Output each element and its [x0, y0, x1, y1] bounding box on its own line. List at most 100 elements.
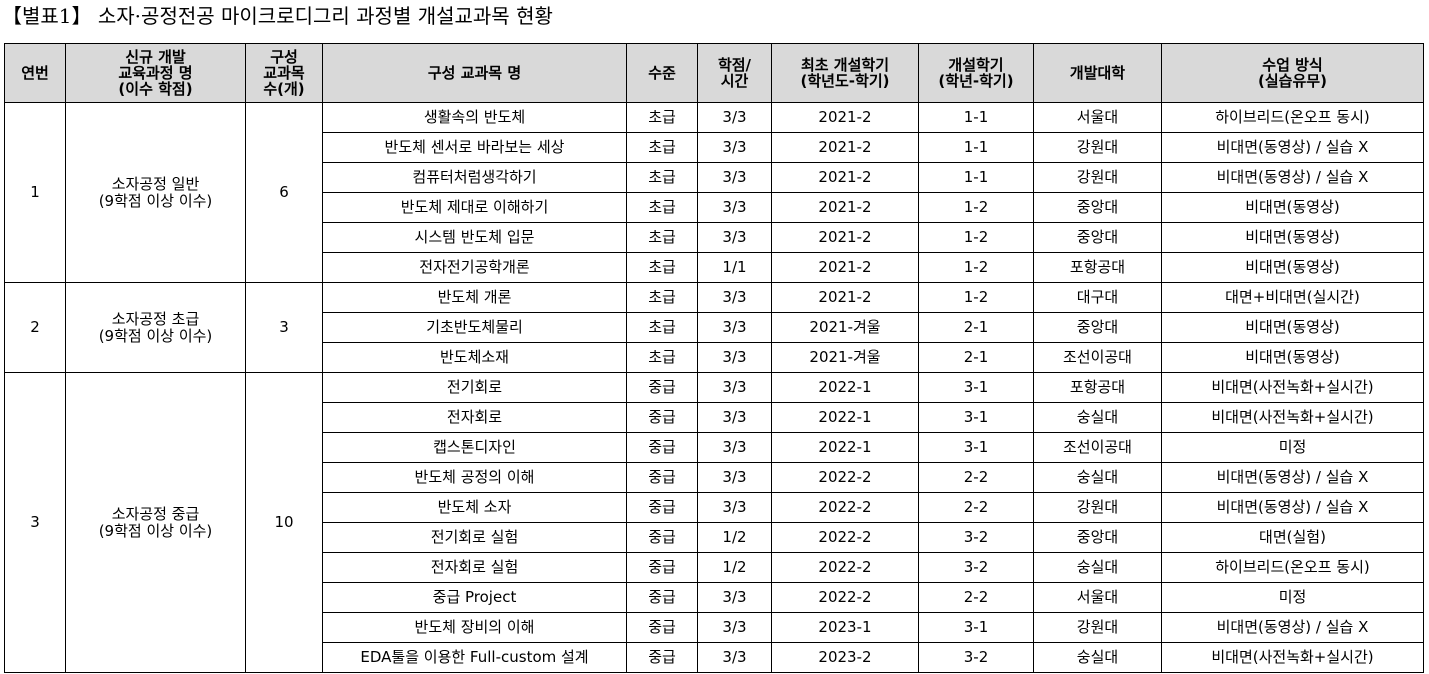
- cell-subject-name: 전기회로 실험: [322, 522, 627, 553]
- cell-course-count: 6: [245, 102, 323, 283]
- cell-first-semester: 2021-2: [771, 162, 919, 193]
- table-row: 컴퓨터처럼생각하기 초급 3/3 2021-2 1-1 강원대 비대면(동영상) / 실습 …: [5, 162, 1424, 193]
- cell-university: 중앙대: [1033, 312, 1162, 343]
- cell-class-method: 대면(실험): [1161, 522, 1424, 553]
- cell-university: 서울대: [1033, 102, 1162, 133]
- cell-credit-hours: 3/3: [697, 102, 772, 133]
- cell-subject-name: 전자회로 실험: [322, 552, 627, 583]
- cell-credit-hours: 3/3: [697, 642, 772, 673]
- cell-first-semester: 2021-2: [771, 132, 919, 163]
- cell-level: 초급: [626, 132, 698, 163]
- header-course-count: 구성 교과목 수(개): [245, 43, 323, 103]
- course-table: 연번 신규 개발 교육과정 명 (이수 학점) 구성 교과목 수(개) 구성 교과목 …: [4, 43, 1424, 673]
- cell-semester: 1-2: [918, 192, 1034, 223]
- cell-class-method: 비대면(동영상): [1161, 342, 1424, 373]
- cell-first-semester: 2021-겨울: [771, 342, 919, 373]
- cell-class-method: 비대면(동영상) / 실습 X: [1161, 492, 1424, 523]
- table-row: 1 소자공정 일반 (9학점 이상 이수) 6 생활속의 반도체 초급 3/3 2021-2…: [4, 102, 1424, 283]
- cell-credit-hours: 1/2: [697, 552, 772, 583]
- cell-university: 서울대: [1033, 582, 1162, 613]
- cell-credit-hours: 3/3: [697, 462, 772, 493]
- cell-semester: 1-2: [918, 222, 1034, 253]
- cell-level: 초급: [626, 342, 698, 373]
- cell-credit-hours: 3/3: [697, 132, 772, 163]
- table-row: 반도체 공정의 이해 중급 3/3 2022-2 2-2 숭실대 비대면(동영상) / 실습…: [5, 462, 1424, 493]
- cell-credit-hours: 3/3: [697, 342, 772, 373]
- cell-subject-name: 캡스톤디자인: [322, 432, 627, 463]
- cell-first-semester: 2022-2: [771, 582, 919, 613]
- cell-first-semester: 2023-1: [771, 612, 919, 643]
- cell-subject-name: 반도체 공정의 이해: [322, 462, 627, 493]
- cell-subject-name: 반도체 장비의 이해: [322, 612, 627, 643]
- cell-course-count: 3: [245, 282, 323, 373]
- cell-level: 중급: [626, 612, 698, 643]
- cell-subject-name: 시스템 반도체 입문: [322, 222, 627, 253]
- cell-course-name: 소자공정 중급 (9학점 이상 이수): [65, 372, 246, 673]
- cell-credit-hours: 3/3: [697, 582, 772, 613]
- cell-semester: 2-1: [918, 342, 1034, 373]
- cell-class-method: 비대면(동영상) / 실습 X: [1161, 132, 1424, 163]
- cell-class-method: 대면+비대면(실시간): [1161, 282, 1424, 313]
- cell-semester: 3-2: [918, 522, 1034, 553]
- cell-level: 중급: [626, 372, 698, 403]
- cell-no: 1: [4, 102, 66, 283]
- cell-credit-hours: 3/3: [697, 612, 772, 643]
- cell-semester: 2-2: [918, 462, 1034, 493]
- cell-class-method: 미정: [1161, 432, 1424, 463]
- cell-credit-hours: 3/3: [697, 372, 772, 403]
- cell-course-name: 소자공정 초급 (9학점 이상 이수): [65, 282, 246, 373]
- cell-first-semester: 2021-2: [771, 282, 919, 313]
- cell-class-method: 비대면(동영상) / 실습 X: [1161, 462, 1424, 493]
- cell-university: 숭실대: [1033, 552, 1162, 583]
- cell-subject-name: 생활속의 반도체: [322, 102, 627, 133]
- header-course-name: 신규 개발 교육과정 명 (이수 학점): [65, 43, 246, 103]
- cell-class-method: 비대면(동영상): [1161, 252, 1424, 283]
- cell-credit-hours: 3/3: [697, 492, 772, 523]
- cell-university: 강원대: [1033, 612, 1162, 643]
- cell-level: 초급: [626, 192, 698, 223]
- cell-subject-name: EDA툴을 이용한 Full-custom 설계: [322, 642, 627, 673]
- cell-class-method: 비대면(사전녹화+실시간): [1161, 642, 1424, 673]
- header-subject-name: 구성 교과목 명: [322, 43, 627, 103]
- cell-level: 중급: [626, 642, 698, 673]
- header-semester: 개설학기 (학년-학기): [918, 43, 1034, 103]
- cell-subject-name: 전자전기공학개론: [322, 252, 627, 283]
- cell-university: 강원대: [1033, 162, 1162, 193]
- cell-semester: 2-2: [918, 582, 1034, 613]
- cell-subject-name: 기초반도체물리: [322, 312, 627, 343]
- cell-university: 대구대: [1033, 282, 1162, 313]
- cell-university: 중앙대: [1033, 522, 1162, 553]
- cell-subject-name: 전자회로: [322, 402, 627, 433]
- cell-university: 조선이공대: [1033, 342, 1162, 373]
- cell-credit-hours: 3/3: [697, 222, 772, 253]
- cell-first-semester: 2022-2: [771, 522, 919, 553]
- header-no: 연번: [4, 43, 66, 103]
- cell-subject-name: 중급 Project: [322, 582, 627, 613]
- header-level: 수준: [626, 43, 698, 103]
- cell-semester: 3-1: [918, 372, 1034, 403]
- table-row: EDA툴을 이용한 Full-custom 설계 중급 3/3 2023-2 3-2 숭실…: [5, 642, 1424, 673]
- cell-semester: 3-1: [918, 402, 1034, 433]
- table-row: 시스템 반도체 입문 초급 3/3 2021-2 1-2 중앙대 비대면(동영상): [5, 222, 1424, 253]
- cell-subject-name: 전기회로: [322, 372, 627, 403]
- cell-level: 중급: [626, 492, 698, 523]
- cell-class-method: 비대면(동영상): [1161, 312, 1424, 343]
- table-row: 3 소자공정 중급 (9학점 이상 이수) 10 전기회로 중급 3/3 2022-1 3-1…: [4, 372, 1424, 673]
- cell-first-semester: 2023-2: [771, 642, 919, 673]
- cell-semester: 1-2: [918, 252, 1034, 283]
- cell-first-semester: 2021-2: [771, 102, 919, 133]
- table-row: 전기회로 실험 중급 1/2 2022-2 3-2 중앙대 대면(실험): [5, 522, 1424, 553]
- page-title: 【별표1】 소자·공정전공 마이크로디그리 과정별 개설교과목 현황: [2, 4, 553, 28]
- cell-no: 3: [4, 372, 66, 673]
- table-row: 중급 Project 중급 3/3 2022-2 2-2 서울대 미정: [5, 582, 1424, 613]
- cell-semester: 1-1: [918, 162, 1034, 193]
- table-row: 전자회로 실험 중급 1/2 2022-2 3-2 숭실대 하이브리드(온오프 동시): [5, 552, 1424, 583]
- table-row: 반도체 소자 중급 3/3 2022-2 2-2 강원대 비대면(동영상) / 실습 X: [5, 492, 1424, 523]
- cell-first-semester: 2022-1: [771, 402, 919, 433]
- cell-class-method: 비대면(동영상): [1161, 222, 1424, 253]
- cell-class-method: 비대면(사전녹화+실시간): [1161, 402, 1424, 433]
- cell-semester: 2-2: [918, 492, 1034, 523]
- cell-university: 포항공대: [1033, 252, 1162, 283]
- cell-level: 중급: [626, 582, 698, 613]
- cell-course-count: 10: [245, 372, 323, 673]
